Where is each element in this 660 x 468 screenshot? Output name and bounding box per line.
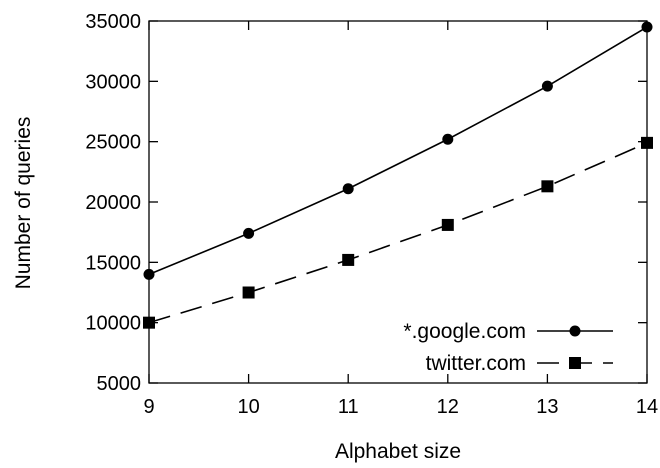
x-tick-label: 14 [636,396,658,418]
y-tick-label: 35000 [85,11,141,33]
y-tick-label: 15000 [85,252,141,274]
y-tick-label: 5000 [97,373,142,395]
legend: *.google.com twitter.com [403,320,613,375]
y-tick-label: 10000 [85,313,141,335]
series-2-line [148,142,648,324]
y-tick-label: 20000 [85,192,141,214]
series-1 [143,21,653,280]
legend-label-2: twitter.com [426,352,526,375]
series-1-point [143,268,155,280]
series-2-point [342,253,355,266]
x-tick-label: 13 [536,396,558,418]
series-1-point [541,80,553,92]
series-2-point [641,136,653,149]
series-2-point [541,180,554,193]
y-axis: 5000 10000 15000 20000 25000 30000 35000 [85,11,647,395]
series-1-point [243,227,255,239]
y-axis-label: Number of queries [12,117,35,290]
legend-label-1: *.google.com [403,320,526,343]
x-tick-label: 10 [237,396,259,418]
x-tick-label: 11 [338,396,359,418]
x-axis-label: Alphabet size [335,440,461,463]
series-1-line [148,26,648,276]
series-2-point [143,316,155,329]
y-tick-label: 30000 [85,71,141,93]
y-tick-label: 25000 [85,132,141,154]
series-2-point [242,286,255,299]
x-tick-label: 12 [437,396,459,418]
legend-marker-2 [569,357,581,369]
x-axis: 9 10 11 12 13 14 [143,21,658,418]
series-1-point [342,183,354,195]
series-2 [143,136,653,329]
series-1-point [442,133,454,145]
x-tick-label: 9 [143,396,154,418]
series-layer [143,21,653,329]
series-1-point [641,21,653,33]
series-2-point [441,218,454,231]
legend-marker-1 [569,325,581,337]
